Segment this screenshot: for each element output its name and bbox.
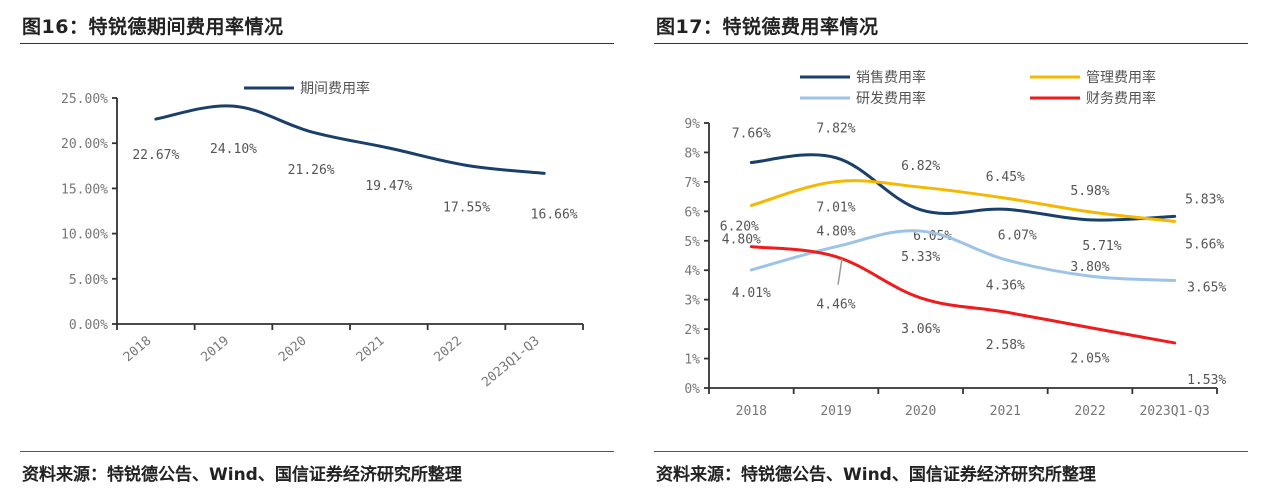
y-tick-label: 20.00% xyxy=(61,137,108,152)
y-tick-label: 1% xyxy=(684,353,700,368)
x-tick-label: 2022 xyxy=(1074,404,1105,419)
data-label: 3.80% xyxy=(1070,260,1109,275)
data-label: 19.47% xyxy=(365,179,412,194)
data-label: 4.80% xyxy=(722,233,761,248)
x-tick-label: 2022 xyxy=(431,334,465,366)
data-label: 5.98% xyxy=(1070,184,1109,199)
data-label: 24.10% xyxy=(210,142,257,157)
series-line-period-expense-rate xyxy=(154,104,546,175)
y-tick-label: 15.00% xyxy=(61,182,108,197)
y-tick-label: 5% xyxy=(684,235,700,250)
series-line-finance-expense-rate xyxy=(749,245,1177,345)
data-label: 3.65% xyxy=(1187,281,1226,296)
data-label: 22.67% xyxy=(132,148,179,163)
y-tick-label: 8% xyxy=(684,146,700,161)
x-tick-label: 2023Q1-Q3 xyxy=(1139,404,1209,419)
figure-17-source: 资料来源：特锐德公告、Wind、国信证券经济研究所整理 xyxy=(656,465,1096,485)
data-label: 17.55% xyxy=(443,200,490,215)
series-line-admin-expense-rate xyxy=(749,179,1177,223)
figure-16-panel: 图16：特锐德期间费用率情况 0.00% 5.00% 10.00% 15.00% 20.… xyxy=(20,0,614,500)
x-tick-label: 2018 xyxy=(736,404,767,419)
data-label: 3.06% xyxy=(901,322,940,337)
y-tick-label: 10.00% xyxy=(61,228,108,243)
y-tick-label: 5.00% xyxy=(69,273,108,288)
y-tick-label: 9% xyxy=(684,117,700,132)
expense-rates-chart: 0% 1% 2% 3% 4% 5% 6% 7% 8% 9% 2018 2019 2020 2021 2022… xyxy=(684,69,1226,419)
y-tick-label: 6% xyxy=(684,205,700,220)
x-tick-label: 2019 xyxy=(198,334,232,366)
y-tick-label: 25.00% xyxy=(61,92,108,107)
legend-label-sales-expense-rate: 销售费用率 xyxy=(856,69,926,86)
data-label: 6.20% xyxy=(720,219,759,234)
data-label: 6.82% xyxy=(901,159,940,174)
data-label: 4.46% xyxy=(816,298,855,313)
legend-label-period-expense-rate: 期间费用率 xyxy=(300,80,370,97)
data-label: 5.33% xyxy=(901,250,940,265)
figure-16-title: 图16：特锐德期间费用率情况 xyxy=(22,16,284,38)
data-label: 5.71% xyxy=(1082,239,1121,254)
data-label: 5.66% xyxy=(1185,237,1224,252)
x-tick-label: 2023Q1-Q3 xyxy=(479,334,543,391)
data-label: 4.01% xyxy=(732,286,771,301)
period-expense-rate-chart: 0.00% 5.00% 10.00% 15.00% 20.00% 25.00% 2018 20… xyxy=(61,80,584,391)
x-tick-label: 2019 xyxy=(820,404,851,419)
source-divider xyxy=(20,451,614,452)
series-line-rd-expense-rate xyxy=(749,229,1177,283)
data-label: 6.07% xyxy=(998,228,1037,243)
data-label: 4.36% xyxy=(986,279,1025,294)
data-label: 4.80% xyxy=(816,225,855,240)
data-label: 21.26% xyxy=(288,163,335,178)
data-label: 1.53% xyxy=(1187,373,1226,388)
x-tick-label: 2021 xyxy=(990,404,1021,419)
y-tick-label: 0% xyxy=(684,382,700,397)
y-tick-label: 3% xyxy=(684,294,700,309)
data-label: 7.82% xyxy=(816,122,855,137)
legend-label-admin-expense-rate: 管理费用率 xyxy=(1086,69,1156,86)
y-tick-label: 2% xyxy=(684,323,700,338)
data-label: 7.01% xyxy=(816,201,855,216)
data-label: 6.45% xyxy=(986,170,1025,185)
data-label: 2.58% xyxy=(986,338,1025,353)
figure-17-title: 图17：特锐德费用率情况 xyxy=(656,16,879,38)
data-label: 2.05% xyxy=(1070,352,1109,367)
title-divider xyxy=(654,43,1248,44)
y-tick-label: 7% xyxy=(684,176,700,191)
y-tick-label: 0.00% xyxy=(69,318,108,333)
data-label-leader xyxy=(837,258,843,285)
figure-16-source: 资料来源：特锐德公告、Wind、国信证券经济研究所整理 xyxy=(22,465,462,485)
data-label: 5.83% xyxy=(1185,192,1224,207)
data-label: 7.66% xyxy=(732,126,771,141)
x-tick-label: 2020 xyxy=(905,404,936,419)
figure-17-panel: 图17：特锐德费用率情况 0% 1% 2% 3% 4% 5% 6% 7% 8% 9% 2018 201… xyxy=(654,0,1248,500)
x-tick-label: 2021 xyxy=(354,334,388,366)
y-tick-label: 4% xyxy=(684,264,700,279)
title-divider xyxy=(20,43,614,44)
x-tick-label: 2020 xyxy=(276,334,310,366)
x-tick-label: 2018 xyxy=(121,334,155,366)
legend-label-rd-expense-rate: 研发费用率 xyxy=(856,90,926,107)
source-divider xyxy=(654,451,1248,452)
data-label: 16.66% xyxy=(531,207,578,222)
legend-label-finance-expense-rate: 财务费用率 xyxy=(1086,90,1156,107)
series-line-sales-expense-rate xyxy=(749,153,1177,222)
